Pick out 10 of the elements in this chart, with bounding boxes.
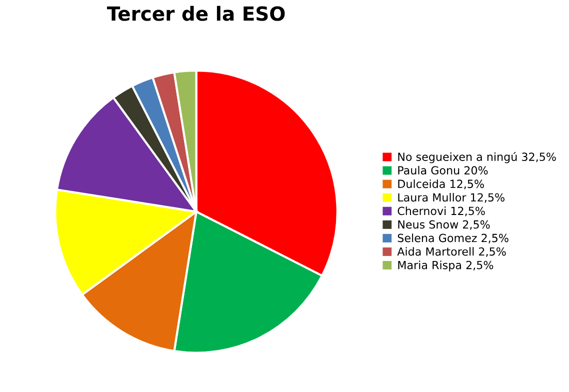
legend-label: Aida Martorell 2,5% [397, 247, 506, 257]
legend-label: Selena Gomez 2,5% [398, 234, 508, 244]
legend-label: Maria Rispa 2,5% [398, 260, 494, 272]
legend-label: Dulceida 12,5% [398, 179, 484, 190]
legend-label: Laura Mullor 12,5% [398, 192, 504, 203]
legend-label: Chernovi 12,5% [398, 206, 485, 216]
legend-label: No segueixen a ningú 32,5% [398, 152, 556, 164]
chart-title: Tercer de la ESO [107, 6, 285, 21]
legend-label: Paula Gonu 20% [398, 166, 488, 175]
legend-label: Neus Snow 2,5% [398, 220, 490, 230]
